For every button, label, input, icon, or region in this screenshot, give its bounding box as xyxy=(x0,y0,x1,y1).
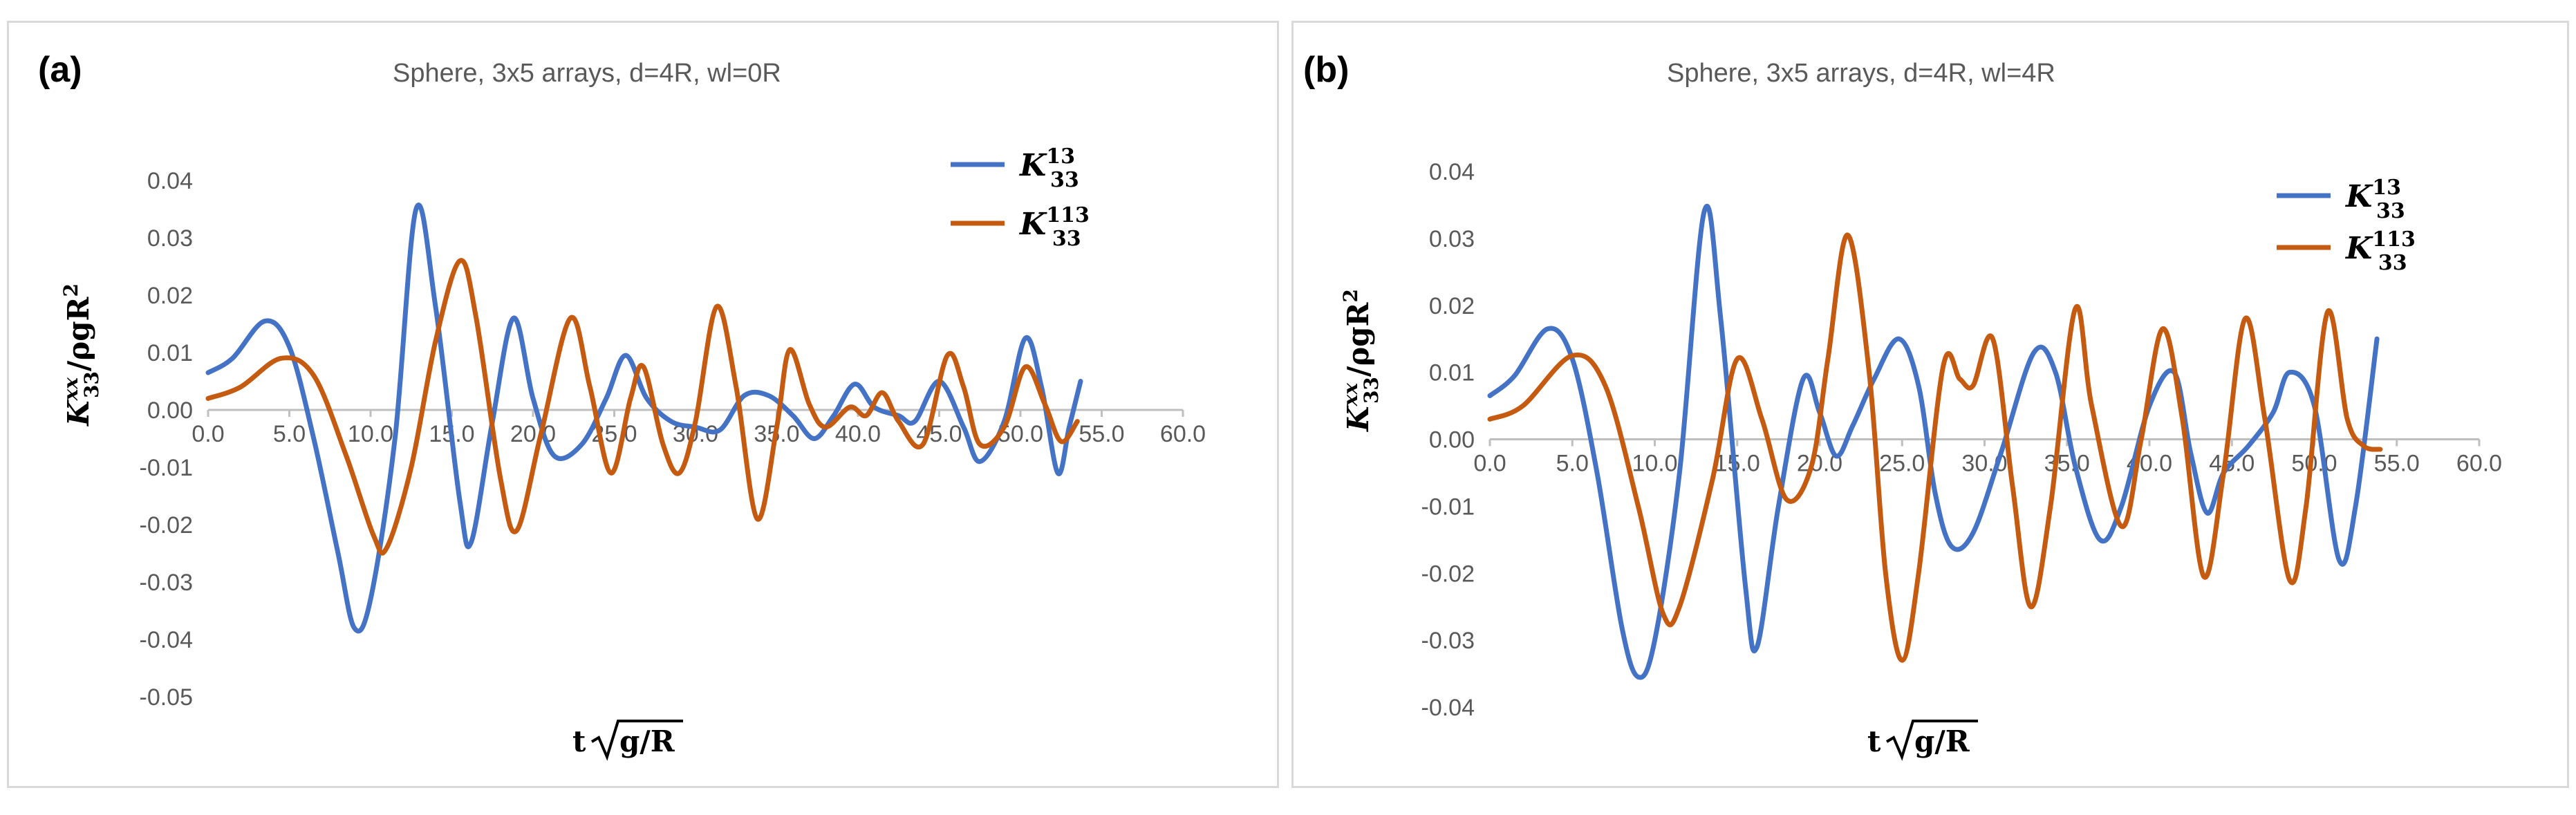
y-tick-label: 0.00 xyxy=(1429,427,1475,453)
x-tick-label: 0.0 xyxy=(1473,451,1506,477)
y-tick-label: -0.04 xyxy=(140,627,194,653)
y-tick-label: 0.02 xyxy=(147,283,193,309)
series-line-k113 xyxy=(1487,232,2383,663)
x-tick-label: 55.0 xyxy=(2374,451,2420,477)
x-tick-label: 35.0 xyxy=(2044,451,2090,477)
x-tick-label: 0.0 xyxy=(192,421,224,447)
chart-title: Sphere, 3x5 arrays, d=4R, wl=4R xyxy=(1667,59,2055,88)
x-tick-label: 10.0 xyxy=(348,421,393,447)
line-chart-a: 0.04 0.03 0.02 0.01 0.00 -0.01 -0.02 -0.03 -0.04… xyxy=(59,144,1206,761)
y-tick-label: 0.02 xyxy=(1429,293,1475,319)
x-tick-label: 10.0 xyxy=(1632,451,1677,477)
legend-label: K113 33 xyxy=(2344,227,2416,275)
y-tick-label: -0.01 xyxy=(1421,494,1475,520)
x-tick-label: 5.0 xyxy=(1556,451,1589,477)
y-tick-label: -0.02 xyxy=(140,512,194,538)
x-tick-label: 40.0 xyxy=(835,421,881,447)
legend-label: K13 33 xyxy=(1018,144,1079,192)
x-axis-label-t: t xyxy=(572,724,586,758)
y-tick-label: 0.01 xyxy=(147,340,193,366)
y-axis-label-text: Kxx33/ρgR2 xyxy=(1339,289,1383,432)
x-axis-label: t g/R xyxy=(572,720,683,761)
legend-label: K113 33 xyxy=(1018,203,1090,251)
x-axis-label-radicand: g/R xyxy=(1914,724,1970,758)
y-axis-label: Kxx33/ρgR2 xyxy=(1339,289,1383,432)
chart-title: Sphere, 3x5 arrays, d=4R, wl=0R xyxy=(393,59,781,88)
x-tick-label: 50.0 xyxy=(2291,451,2337,477)
y-tick-label: 0.00 xyxy=(147,397,193,424)
x-tick-label: 60.0 xyxy=(1160,421,1206,447)
y-tick-label: -0.02 xyxy=(1421,561,1475,587)
y-tick-label: 0.04 xyxy=(147,168,193,194)
legend-label: K13 33 xyxy=(2344,176,2405,223)
x-tick-label: 5.0 xyxy=(273,421,306,447)
series-line-k113 xyxy=(205,258,1080,556)
y-tick-label: -0.05 xyxy=(140,684,194,711)
x-tick-label: 60.0 xyxy=(2456,451,2502,477)
y-tick-label: 0.01 xyxy=(1429,360,1475,386)
y-tick-label: -0.04 xyxy=(1421,695,1475,721)
y-tick-label: 0.03 xyxy=(1429,226,1475,252)
y-tick-label: 0.03 xyxy=(147,225,193,252)
series-line-k13 xyxy=(205,203,1083,634)
y-tick-label: -0.03 xyxy=(140,570,194,596)
x-tick-label: 55.0 xyxy=(1079,421,1124,447)
line-chart-b: 0.04 0.03 0.02 0.01 0.00 -0.01 -0.02 -0.03 -0.04… xyxy=(1339,159,2502,761)
y-tick-label: 0.04 xyxy=(1429,159,1475,185)
chart-panel-a: (a) Sphere, 3x5 arrays, d=4R, wl=0R 0.04… xyxy=(7,21,1279,788)
panel-label: (b) xyxy=(1303,50,1350,90)
y-tick-label: -0.03 xyxy=(1421,628,1475,654)
sqrt-icon xyxy=(590,720,683,761)
y-tick-label: -0.01 xyxy=(140,455,194,481)
y-axis-label-text: Kxx33/ρgR2 xyxy=(59,283,103,427)
x-axis-label-t: t xyxy=(1867,724,1881,758)
x-tick-label: 25.0 xyxy=(1879,451,1925,477)
y-axis-label: Kxx33/ρgR2 xyxy=(59,283,103,427)
chart-panel-b: (b) Sphere, 3x5 arrays, d=4R, wl=4R 0.04… xyxy=(1291,21,2569,788)
x-axis-label-radicand: g/R xyxy=(619,724,675,758)
panel-label: (a) xyxy=(38,50,82,90)
x-axis-label: t g/R xyxy=(1867,720,1978,761)
sqrt-icon xyxy=(1885,720,1978,761)
